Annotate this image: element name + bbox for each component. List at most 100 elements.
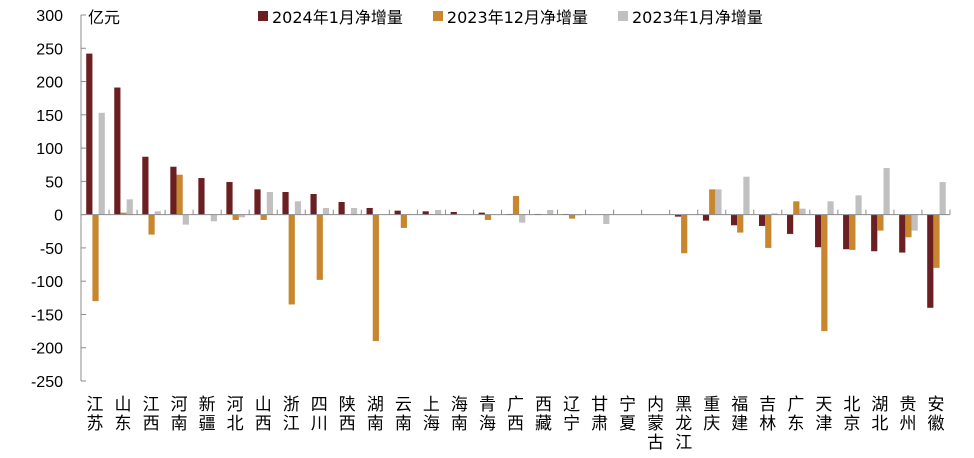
bar-dec-2023: [821, 214, 828, 332]
x-category-label: 藏: [535, 414, 552, 434]
x-category-label: 辽: [563, 395, 580, 415]
bar-jan-2024: [927, 214, 934, 308]
y-tick-label: 0: [54, 208, 63, 225]
y-tick-label: -100: [31, 274, 63, 291]
x-category-label: 东: [787, 414, 804, 434]
bar-dec-2023: [568, 214, 576, 219]
x-category-label: 西: [507, 414, 524, 434]
bar-dec-2023: [512, 196, 520, 215]
x-category-label: 吉: [759, 395, 776, 415]
x-category-label: 山: [115, 395, 132, 415]
x-category-label: 西: [535, 395, 552, 415]
legend-item-2023-jan: 2023年1月净增量: [618, 4, 763, 28]
bar-jan-2023: [827, 201, 834, 215]
bar-jan-2024: [674, 214, 682, 217]
x-category-label: 西: [339, 414, 356, 434]
legend-item-2024-jan: 2024年1月净增量: [258, 4, 403, 28]
bar-jan-2023: [182, 214, 189, 225]
x-category-label: 西: [143, 414, 160, 434]
y-tick-label: -200: [31, 341, 63, 358]
x-category-label: 湖: [367, 395, 384, 415]
x-category-label: 黑: [675, 395, 692, 415]
bar-dec-2023: [120, 212, 127, 215]
bar-dec-2023: [709, 189, 716, 215]
y-tick-label: 200: [36, 75, 63, 92]
bar-jan-2023: [98, 112, 105, 215]
x-category-label: 林: [759, 414, 776, 434]
bar-jan-2024: [254, 189, 261, 215]
bar-dec-2023: [877, 214, 884, 231]
bar-jan-2023: [547, 209, 554, 215]
bar-jan-2024: [787, 214, 794, 234]
bar-dec-2023: [400, 214, 407, 228]
x-category-label: 南: [395, 414, 412, 434]
bar-dec-2023: [933, 214, 940, 268]
bar-dec-2023: [372, 214, 379, 342]
x-category-label: 海: [423, 414, 440, 434]
bar-jan-2023: [294, 201, 302, 215]
bar-jan-2024: [142, 156, 149, 215]
bar-jan-2023: [126, 199, 133, 215]
x-category-label: 江: [143, 395, 160, 415]
bar-jan-2024: [282, 192, 289, 215]
x-category-label: 龙: [675, 414, 692, 434]
y-tick-label: 150: [36, 108, 63, 125]
x-category-label: 庆: [703, 414, 720, 434]
bar-dec-2023: [737, 214, 744, 233]
x-category-label: 北: [843, 395, 860, 415]
y-tick-label: -150: [31, 307, 63, 324]
x-category-label: 北: [871, 414, 888, 434]
legend-item-2023-dec: 2023年12月净增量: [432, 4, 588, 28]
bar-dec-2023: [793, 201, 800, 215]
x-category-label: 福: [731, 395, 748, 415]
bar-dec-2023: [849, 214, 856, 250]
bar-jan-2023: [519, 214, 526, 223]
legend-swatch-icon: [432, 11, 443, 21]
x-category-label: 宁: [619, 395, 636, 415]
bar-jan-2023: [238, 214, 245, 218]
x-category-label: 广: [507, 395, 524, 415]
bar-jan-2023: [939, 182, 946, 215]
x-category-label: 河: [227, 395, 244, 415]
x-category-label: 重: [703, 395, 720, 415]
bar-jan-2023: [855, 195, 862, 215]
legend-label: 2024年1月净增量: [272, 8, 403, 27]
bar-dec-2023: [484, 214, 492, 220]
bar-jan-2024: [422, 211, 429, 215]
bar-jan-2024: [702, 214, 710, 221]
bar-jan-2024: [226, 182, 233, 215]
x-category-label: 湖: [871, 395, 888, 415]
bar-jan-2024: [394, 210, 401, 215]
y-tick-label: -50: [40, 241, 63, 258]
bar-jan-2024: [170, 166, 177, 215]
x-category-label: 江: [87, 395, 104, 415]
legend: 2024年1月净增量 2023年12月净增量 2023年1月净增量: [258, 4, 763, 28]
bar-jan-2023: [715, 189, 722, 215]
bar-jan-2023: [743, 176, 750, 215]
bar-jan-2023: [883, 168, 890, 215]
y-tick-label: 250: [36, 41, 63, 58]
x-category-label: 上: [423, 395, 440, 415]
bar-jan-2023: [435, 209, 442, 215]
x-category-label: 疆: [199, 414, 216, 434]
x-category-label: 广: [787, 395, 804, 415]
y-tick-label: -250: [31, 374, 63, 391]
y-tick-label: 50: [45, 174, 63, 191]
x-category-label: 海: [479, 414, 496, 434]
x-category-label: 新: [199, 395, 216, 415]
x-category-label: 古: [647, 433, 664, 453]
bar-jan-2023: [210, 214, 217, 222]
bar-dec-2023: [905, 214, 912, 238]
x-category-label: 蒙: [647, 414, 664, 434]
bar-jan-2023: [603, 214, 610, 224]
bar-jan-2024: [843, 214, 850, 250]
bar-dec-2023: [288, 214, 295, 305]
x-category-label: 北: [227, 414, 244, 434]
bar-jan-2023: [911, 214, 918, 231]
bar-jan-2023: [350, 207, 358, 215]
x-category-label: 内: [647, 395, 664, 415]
bar-dec-2023: [148, 214, 155, 235]
y-tick-label: 300: [36, 8, 63, 25]
legend-swatch-icon: [258, 11, 268, 21]
bar-dec-2023: [260, 214, 267, 220]
